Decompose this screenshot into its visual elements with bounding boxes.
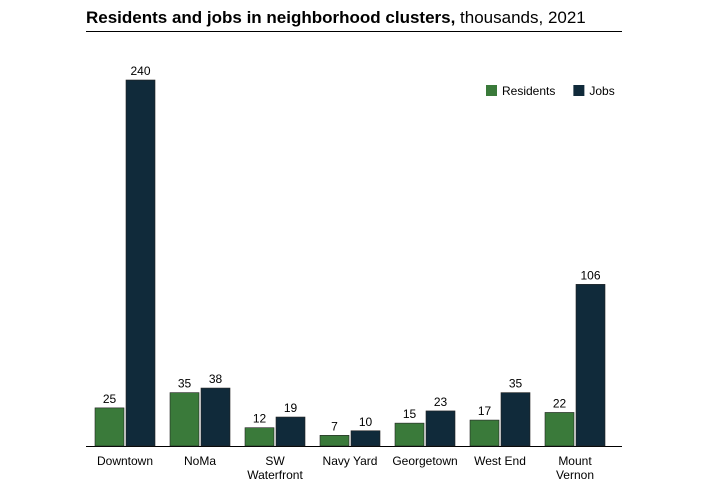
x-tick-label: SW [265, 454, 285, 468]
bar-jobs [200, 387, 231, 447]
title-rule [86, 31, 622, 32]
data-label-residents: 25 [103, 392, 117, 406]
bar-residents [169, 392, 200, 447]
data-label-residents: 35 [178, 377, 192, 391]
x-tick-label: Waterfront [247, 468, 303, 482]
bar-jobs [125, 79, 156, 447]
legend-label-jobs: Jobs [589, 84, 614, 98]
data-label-jobs: 10 [359, 415, 373, 429]
bar-residents [319, 435, 350, 447]
bar-residents [469, 419, 500, 447]
bar-jobs [425, 410, 456, 447]
data-label-jobs: 35 [509, 377, 523, 391]
bar-residents [394, 422, 425, 447]
bar-residents [544, 412, 575, 447]
data-label-residents: 15 [403, 407, 417, 421]
legend-label-residents: Residents [502, 84, 555, 98]
x-tick-label: Downtown [97, 454, 153, 468]
data-label-jobs: 23 [434, 395, 448, 409]
bar-residents [94, 407, 125, 447]
x-tick-label: Mount [558, 454, 592, 468]
data-label-residents: 17 [478, 404, 492, 418]
legend-swatch-residents [486, 85, 497, 96]
x-tick-label: West End [474, 454, 526, 468]
x-tick-label: Navy Yard [323, 454, 378, 468]
data-label-jobs: 106 [580, 268, 600, 282]
bar-jobs [350, 430, 381, 447]
x-tick-label: Vernon [556, 468, 594, 482]
bar-residents [244, 427, 275, 447]
bar-jobs [500, 392, 531, 447]
legend-swatch-jobs [573, 85, 585, 96]
data-label-residents: 22 [553, 396, 567, 410]
data-label-jobs: 38 [209, 372, 223, 386]
x-tick-label: Georgetown [392, 454, 457, 468]
data-label-residents: 12 [253, 412, 267, 426]
data-label-residents: 7 [331, 419, 338, 433]
data-label-jobs: 19 [284, 401, 298, 415]
chart-title-rest: thousands, 2021 [455, 8, 586, 27]
data-label-jobs: 240 [130, 64, 150, 78]
bar-jobs [275, 416, 306, 447]
bar-jobs [575, 284, 606, 447]
chart-title-bold: Residents and jobs in neighborhood clust… [86, 8, 456, 27]
x-tick-label: NoMa [184, 454, 216, 468]
chart-title: Residents and jobs in neighborhood clust… [86, 8, 586, 28]
